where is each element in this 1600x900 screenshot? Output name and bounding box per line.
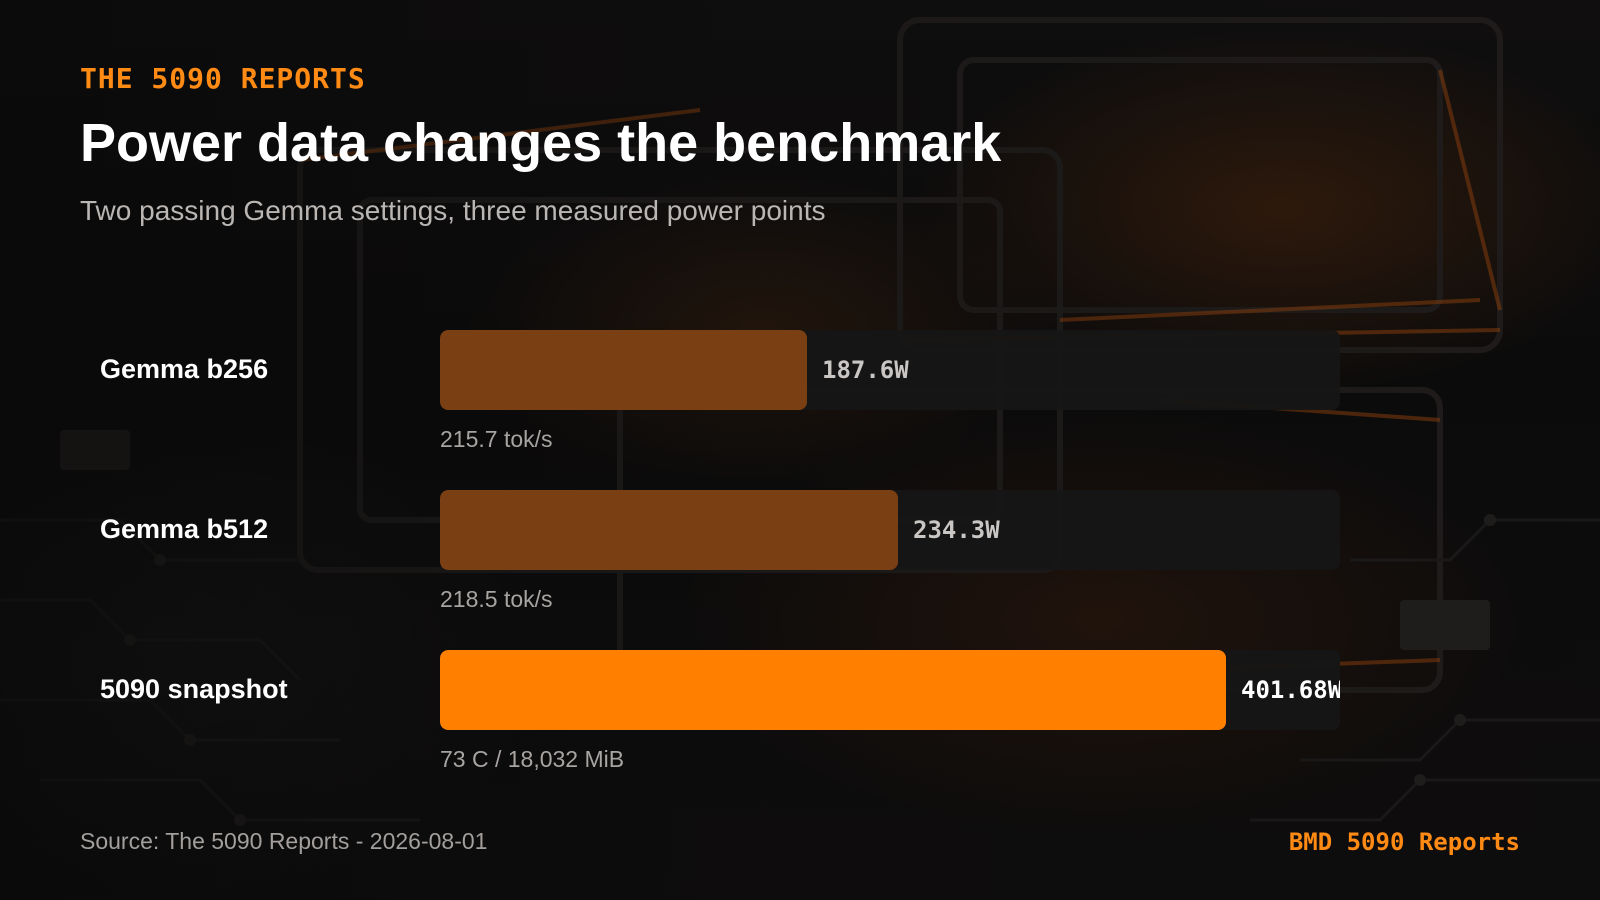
brand-label: BMD 5090 Reports	[1288, 828, 1520, 856]
source-note: Source: The 5090 Reports - 2026-08-01	[80, 828, 488, 854]
bar-track: 401.68W	[440, 650, 1340, 730]
bar	[440, 330, 807, 410]
eyebrow-label: THE 5090 REPORTS	[80, 62, 366, 95]
bar-value-label: 234.3W	[913, 516, 1000, 544]
chart-title: Power data changes the benchmark	[80, 113, 1002, 173]
bar-annotation: 73 C / 18,032 MiB	[440, 746, 625, 772]
bar-highlight	[440, 650, 1226, 730]
bar-annotation: 215.7 tok/s	[440, 426, 553, 452]
bar-track: 234.3W	[440, 490, 1340, 570]
bar-category-label: Gemma b256	[100, 354, 269, 384]
bar-annotation: 218.5 tok/s	[440, 586, 553, 612]
bar	[440, 490, 898, 570]
bar-value-label: 401.68W	[1241, 676, 1340, 704]
bar-category-label: Gemma b512	[100, 514, 269, 544]
bar-track: 187.6W	[440, 330, 1340, 410]
bar-value-label: 187.6W	[822, 356, 909, 384]
bar-category-label: 5090 snapshot	[100, 674, 288, 704]
chart-subtitle: Two passing Gemma settings, three measur…	[80, 195, 826, 226]
